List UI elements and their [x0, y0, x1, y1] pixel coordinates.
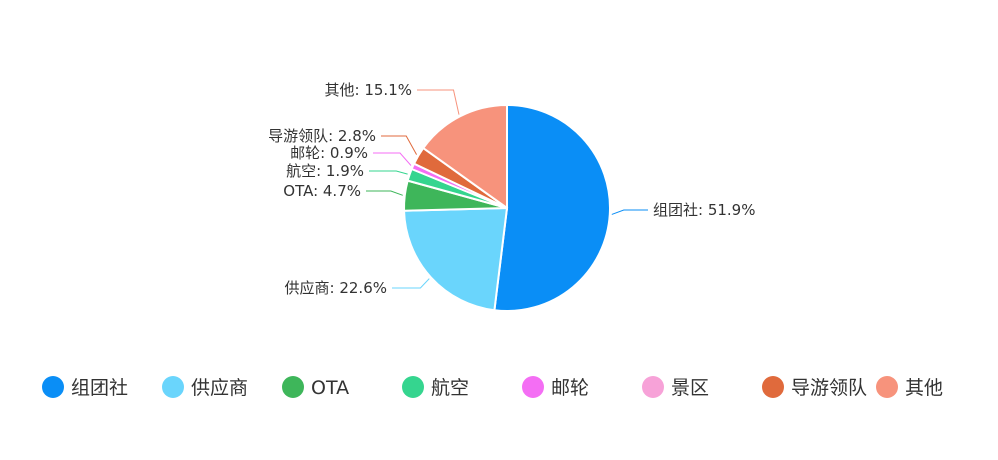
- legend-label-0[interactable]: 组团社: [71, 377, 128, 399]
- legend-marker-2[interactable]: [282, 376, 304, 398]
- legend-marker-6[interactable]: [762, 376, 784, 398]
- legend-marker-0[interactable]: [42, 376, 64, 398]
- label-line-7: [417, 89, 460, 115]
- slice-label-6: 导游领队: 2.8%: [268, 127, 376, 145]
- label-line-4: [373, 152, 412, 166]
- legend-marker-5[interactable]: [642, 376, 664, 398]
- slice-label-3: 航空: 1.9%: [286, 162, 364, 180]
- pie-slice-1[interactable]: [403, 206, 509, 312]
- pie-slice-7[interactable]: [421, 103, 508, 210]
- slice-label-0: 组团社: 51.9%: [653, 201, 755, 219]
- legend-label-2[interactable]: OTA: [311, 377, 349, 399]
- legend-label-1[interactable]: 供应商: [191, 377, 248, 399]
- label-line-0: [611, 209, 648, 215]
- legend: 组团社 供应商 OTA 航空 邮轮 景区 导游领队 其他: [42, 376, 943, 399]
- legend-marker-3[interactable]: [402, 376, 424, 398]
- legend-marker-4[interactable]: [522, 376, 544, 398]
- slice-label-4: 邮轮: 0.9%: [290, 144, 368, 162]
- legend-label-6[interactable]: 导游领队: [791, 377, 867, 399]
- legend-marker-7[interactable]: [876, 376, 898, 398]
- label-line-3: [369, 170, 408, 175]
- legend-marker-1[interactable]: [162, 376, 184, 398]
- pie-labels: 组团社: 51.9% 供应商: 22.6% OTA: 4.7% 航空: 1.9%邮轮:…: [268, 81, 755, 297]
- label-line-6: [381, 135, 418, 155]
- pie-slice-0[interactable]: [493, 103, 611, 312]
- legend-label-5[interactable]: 景区: [671, 377, 709, 399]
- label-line-1: [392, 278, 430, 289]
- legend-label-3[interactable]: 航空: [431, 377, 469, 399]
- slice-label-2: OTA: 4.7%: [283, 182, 361, 200]
- slice-label-1: 供应商: 22.6%: [285, 279, 387, 297]
- legend-label-7[interactable]: 其他: [905, 377, 943, 399]
- pie-slices: [403, 103, 611, 312]
- label-line-2: [366, 190, 403, 196]
- slice-label-7: 其他: 15.1%: [325, 81, 412, 99]
- legend-label-4[interactable]: 邮轮: [551, 377, 589, 399]
